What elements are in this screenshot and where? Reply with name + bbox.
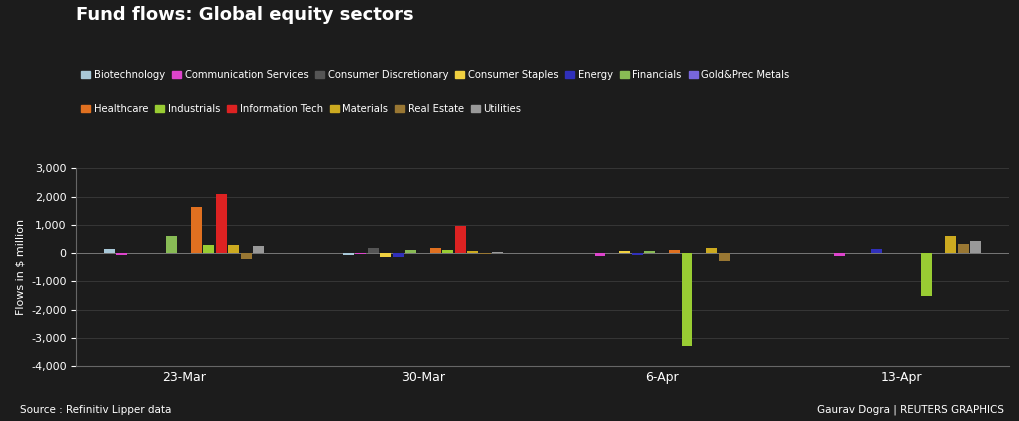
Bar <box>454 226 466 253</box>
Bar <box>946 236 957 253</box>
Bar <box>442 250 453 253</box>
Bar <box>380 253 391 257</box>
Bar <box>620 251 631 253</box>
Bar <box>920 253 931 296</box>
Bar <box>191 207 202 253</box>
Bar <box>468 251 478 253</box>
Bar <box>406 250 416 253</box>
Bar <box>253 246 264 253</box>
Bar <box>644 251 655 253</box>
Bar <box>492 252 503 253</box>
Legend: Healthcare, Industrials, Information Tech, Materials, Real Estate, Utilities: Healthcare, Industrials, Information Tec… <box>82 104 522 114</box>
Bar <box>871 249 881 253</box>
Bar <box>116 253 127 255</box>
Legend: Biotechnology, Communication Services, Consumer Discretionary, Consumer Staples,: Biotechnology, Communication Services, C… <box>82 70 790 80</box>
Bar <box>958 244 969 253</box>
Bar <box>480 253 491 254</box>
Bar <box>834 253 845 256</box>
Text: Fund flows: Global equity sectors: Fund flows: Global equity sectors <box>76 6 414 24</box>
Bar <box>669 250 680 253</box>
Text: Source : Refinitiv Lipper data: Source : Refinitiv Lipper data <box>20 405 172 415</box>
Bar <box>343 253 354 255</box>
Bar <box>594 253 605 256</box>
Bar <box>216 194 227 253</box>
Y-axis label: Flows in $ million: Flows in $ million <box>15 219 25 315</box>
Bar <box>166 236 177 253</box>
Bar <box>632 253 643 256</box>
Bar <box>706 248 717 253</box>
Bar <box>718 253 730 261</box>
Text: Gaurav Dogra | REUTERS GRAPHICS: Gaurav Dogra | REUTERS GRAPHICS <box>816 404 1004 415</box>
Bar <box>392 253 404 257</box>
Bar <box>104 249 115 253</box>
Bar <box>228 245 239 253</box>
Bar <box>970 241 981 253</box>
Bar <box>430 248 441 253</box>
Bar <box>368 248 379 253</box>
Bar <box>240 253 252 259</box>
Bar <box>204 245 214 253</box>
Bar <box>682 253 693 346</box>
Bar <box>356 253 367 254</box>
